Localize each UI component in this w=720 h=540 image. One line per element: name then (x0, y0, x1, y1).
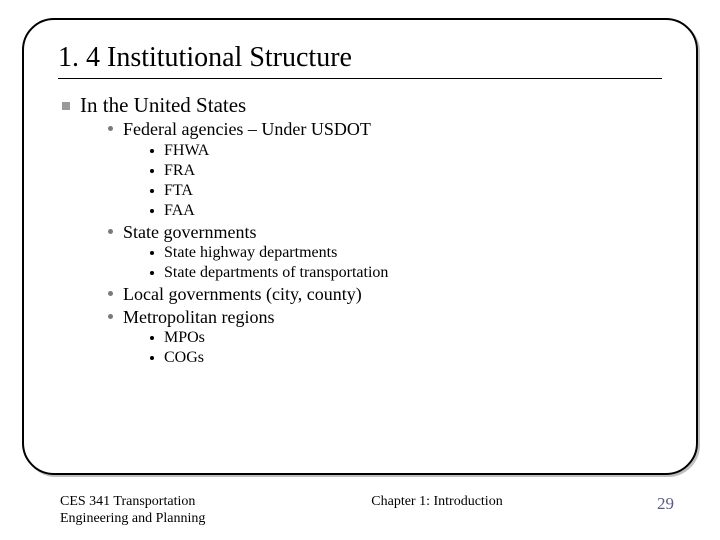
level3-label: FAA (164, 201, 195, 221)
level2-label: Metropolitan regions (123, 306, 274, 329)
level2-label: Local governments (city, county) (123, 283, 362, 306)
level3-label: MPOs (164, 328, 205, 348)
footer-course-line1: CES 341 Transportation (60, 494, 240, 511)
level3-item: FHWA (150, 141, 662, 161)
dot-bullet-icon (150, 189, 154, 193)
level3-label: State departments of transportation (164, 263, 388, 283)
dot-bullet-icon (150, 251, 154, 255)
level2-item: Metropolitan regions (108, 306, 662, 329)
level3-item: FTA (150, 181, 662, 201)
level2-item: Local governments (city, county) (108, 283, 662, 306)
level2-item: State governments (108, 221, 662, 244)
dot-bullet-icon (150, 336, 154, 340)
level3-item: FRA (150, 161, 662, 181)
level1-label: In the United States (80, 93, 246, 118)
dot-bullet-icon (108, 291, 113, 296)
level3-label: State highway departments (164, 243, 337, 263)
dot-bullet-icon (150, 149, 154, 153)
level3-label: FRA (164, 161, 195, 181)
level1-item: In the United States (62, 93, 662, 118)
square-bullet-icon (62, 102, 70, 110)
level3-item: MPOs (150, 328, 662, 348)
level3-label: FTA (164, 181, 193, 201)
slide-frame: 1. 4 Institutional Structure In the Unit… (22, 18, 698, 475)
slide-content: In the United States Federal agencies – … (58, 93, 662, 368)
level3-item: State departments of transportation (150, 263, 662, 283)
footer-course-line2: Engineering and Planning (60, 511, 240, 528)
level2-label: Federal agencies – Under USDOT (123, 118, 371, 141)
level2-label: State governments (123, 221, 256, 244)
level3-item: FAA (150, 201, 662, 221)
dot-bullet-icon (150, 271, 154, 275)
level3-item: State highway departments (150, 243, 662, 263)
dot-bullet-icon (150, 169, 154, 173)
level2-item: Federal agencies – Under USDOT (108, 118, 662, 141)
dot-bullet-icon (108, 229, 113, 234)
slide-footer: CES 341 Transportation Engineering and P… (60, 494, 674, 528)
level3-label: COGs (164, 348, 204, 368)
dot-bullet-icon (108, 314, 113, 319)
level3-label: FHWA (164, 141, 209, 161)
dot-bullet-icon (150, 209, 154, 213)
footer-center: Chapter 1: Introduction (240, 494, 634, 510)
slide-title: 1. 4 Institutional Structure (58, 42, 662, 79)
level3-item: COGs (150, 348, 662, 368)
dot-bullet-icon (150, 356, 154, 360)
dot-bullet-icon (108, 126, 113, 131)
footer-left: CES 341 Transportation Engineering and P… (60, 494, 240, 528)
page-number: 29 (634, 494, 674, 514)
